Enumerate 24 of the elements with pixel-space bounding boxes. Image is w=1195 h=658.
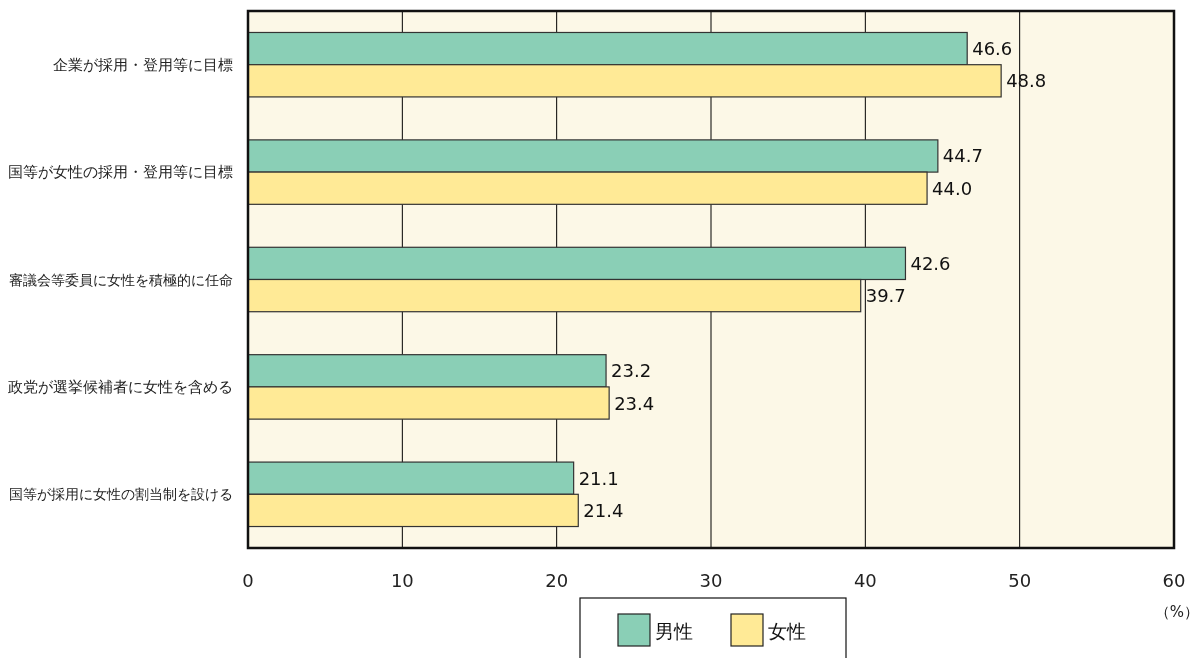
data-label: 23.4 [614,392,655,414]
data-label: 21.4 [583,499,624,521]
y-tick-label: 企業が採用・登用等に目標 [53,55,233,74]
x-tick-label: 20 [545,570,569,591]
data-label: 23.2 [611,360,652,382]
y-tick-label: 政党が選挙候補者に女性を含める [8,377,233,396]
data-label: 46.6 [972,38,1013,60]
y-tick-label: 国等が採用に女性の割当制を設ける [9,486,233,503]
x-tick-label: 60 [1162,570,1186,591]
y-tick-label: 国等が女性の採用・登用等に目標 [8,163,233,182]
y-tick-label: 審議会等委員に女性を積極的に任命 [9,271,233,288]
x-tick-label: 30 [699,570,723,591]
x-tick-label: 0 [242,570,254,591]
data-label: 39.7 [865,285,906,307]
x-axis-title: （%） [1154,603,1195,621]
data-label: 44.7 [942,145,983,167]
data-label: 42.6 [910,252,951,274]
x-tick-label: 50 [1008,570,1032,591]
legend-label: 男性 [655,620,693,642]
data-label: 21.1 [578,467,619,489]
x-tick-label: 10 [390,570,414,591]
legend-label: 女性 [768,620,806,642]
x-tick-label: 40 [853,570,877,591]
data-label: 44.0 [932,177,973,199]
